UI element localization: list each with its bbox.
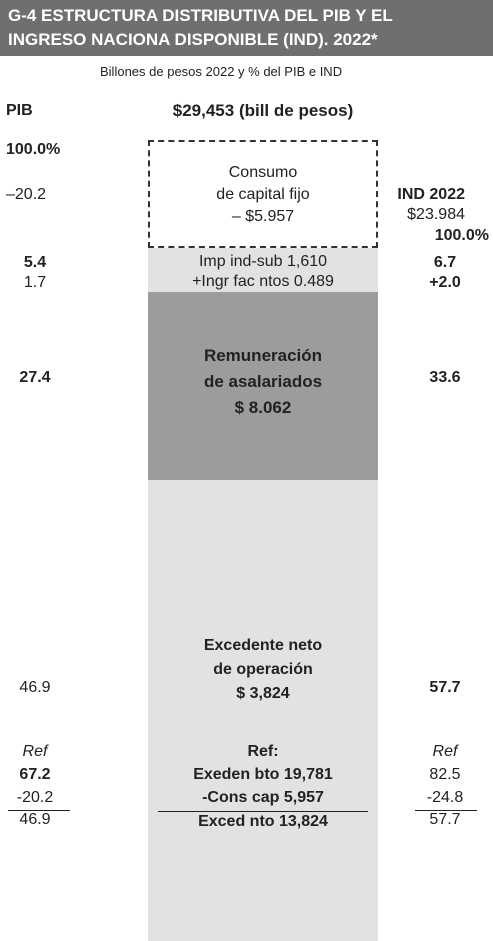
title: G-4 ESTRUCTURA DISTRIBUTIVA DEL PIB Y EL bbox=[8, 6, 393, 25]
ref-right: -24.8 bbox=[426, 789, 464, 806]
block-text: Consumo bbox=[228, 164, 298, 181]
pib-value: 1.7 bbox=[23, 274, 47, 291]
ref-center: Exeden bto 19,781 bbox=[193, 766, 333, 783]
block-text: de operación bbox=[213, 661, 313, 678]
pib-label: PIB bbox=[6, 102, 33, 119]
ref-center: Ref: bbox=[247, 743, 279, 760]
rule bbox=[8, 810, 70, 811]
block-dark bbox=[148, 292, 378, 480]
pib-value: 27.4 bbox=[19, 369, 51, 386]
header-banner bbox=[0, 0, 493, 56]
pib-share: 100.0% bbox=[6, 141, 61, 158]
ref-left: 46.9 bbox=[19, 811, 51, 828]
block-text: +Ingr fac ntos 0.489 bbox=[192, 273, 334, 290]
ind-label: IND 2022 bbox=[397, 186, 465, 203]
ref-left: Ref bbox=[22, 743, 48, 760]
ind-share: 100.0% bbox=[434, 227, 489, 244]
pib-value: –20.2 bbox=[6, 186, 47, 203]
ind-value: +2.0 bbox=[429, 274, 461, 291]
ind-value: 33.6 bbox=[429, 369, 461, 386]
block-text: Remuneración bbox=[203, 346, 323, 365]
ref-center: Exced nto 13,824 bbox=[198, 813, 328, 830]
block-text: de asalariados bbox=[203, 372, 323, 391]
pib-value: 5.4 bbox=[23, 254, 47, 271]
subtitle: Billones de pesos 2022 y % del PIB e IND bbox=[100, 64, 343, 79]
block-text: – $5.957 bbox=[231, 208, 295, 225]
ind-value: 6.7 bbox=[433, 254, 457, 271]
block-text: $ 3,824 bbox=[236, 685, 290, 702]
dashed-box bbox=[148, 140, 378, 248]
pib-value: 46.9 bbox=[19, 679, 51, 696]
title: INGRESO NACIONA DISPONIBLE (IND). 2022* bbox=[8, 30, 378, 49]
ref-left: -20.2 bbox=[16, 789, 54, 806]
ref-center: -Cons cap 5,957 bbox=[202, 789, 324, 806]
rule bbox=[415, 810, 477, 811]
ref-left: 67.2 bbox=[19, 766, 51, 783]
pib-total: $29,453 (bill de pesos) bbox=[172, 101, 354, 120]
block-text: Excedente neto bbox=[203, 637, 323, 654]
block-text: Imp ind-sub 1,610 bbox=[198, 253, 328, 270]
block-text: $ 8.062 bbox=[234, 398, 292, 417]
ind-value: 57.7 bbox=[429, 679, 461, 696]
ind-total: $23.984 bbox=[407, 206, 465, 223]
rule bbox=[158, 811, 368, 812]
ref-right: 57.7 bbox=[429, 811, 461, 828]
ref-right: Ref bbox=[432, 743, 458, 760]
block-text: de capital fijo bbox=[216, 186, 310, 203]
ref-right: 82.5 bbox=[429, 766, 461, 783]
